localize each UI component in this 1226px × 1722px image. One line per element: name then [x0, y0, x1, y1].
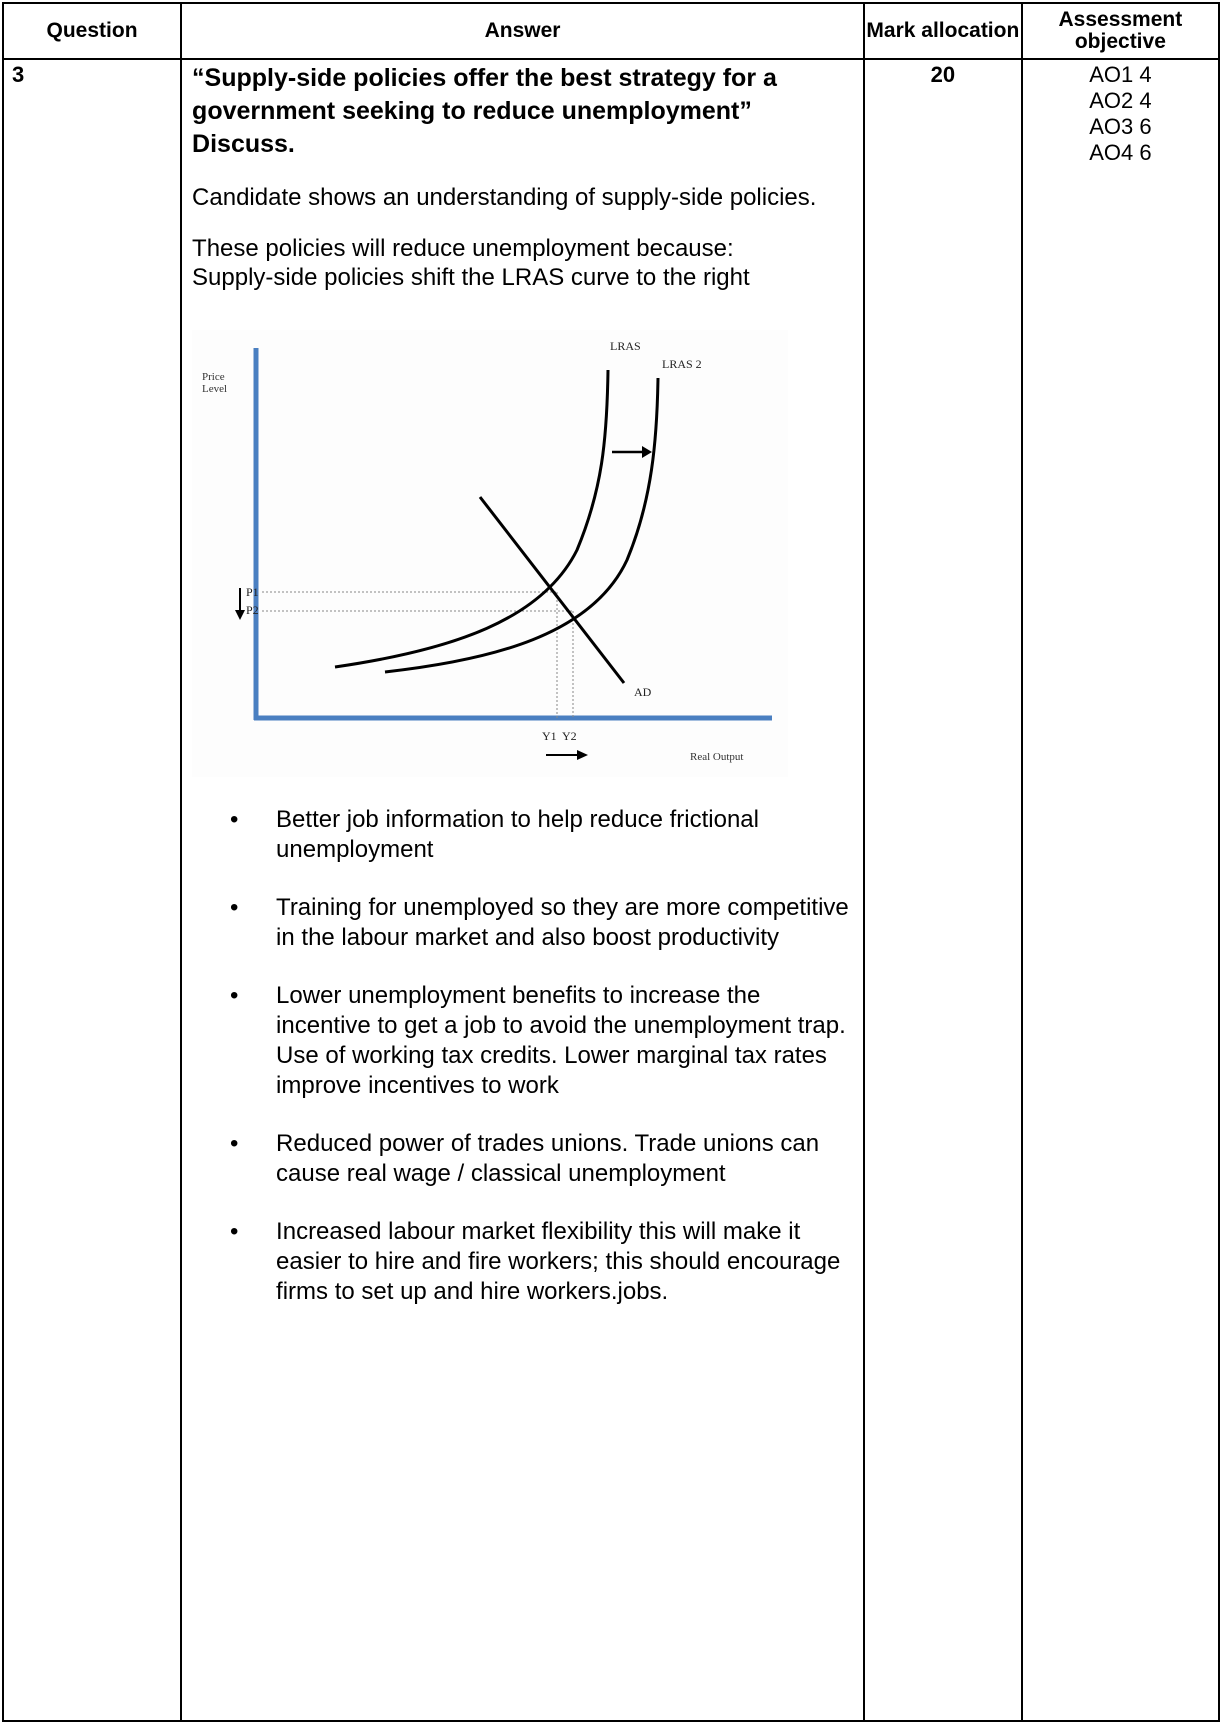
- mark-allocation-value: 20: [862, 58, 1023, 1722]
- y-axis-label-line2: Level: [202, 383, 227, 395]
- bullet-text: Lower unemployment benefits to increase …: [276, 982, 846, 1099]
- bullet-text: Training for unemployed so they are more…: [276, 894, 849, 951]
- bullet-icon: •: [230, 894, 239, 921]
- header-row: Question Answer Mark allocation Assessme…: [1, 2, 1221, 60]
- header-mark-allocation: Mark allocation: [862, 2, 1023, 60]
- lras-diagram: Price Level Real Output: [192, 330, 789, 777]
- ad-line: [478, 496, 626, 684]
- list-item: • Increased labour market flexibility thi…: [192, 1217, 853, 1307]
- p1-label: P1: [246, 585, 259, 599]
- list-item: • Training for unemployed so they are mor…: [192, 893, 853, 953]
- question-number: 3: [1, 58, 183, 1722]
- output-rise-arrowhead: [577, 750, 589, 760]
- lras-diagram-svg: Price Level Real Output: [192, 330, 789, 777]
- y2-label: Y2: [562, 729, 577, 743]
- lras-label: LRAS: [610, 339, 641, 353]
- reason-text: These policies will reduce unemployment …: [192, 235, 734, 262]
- bullet-icon: •: [230, 806, 239, 833]
- list-item: • Better job information to help reduce f…: [192, 805, 853, 865]
- p2-label: P2: [246, 603, 259, 617]
- bullet-text: Better job information to help reduce fr…: [276, 806, 759, 863]
- y-axis-label: Price Level: [202, 371, 227, 395]
- reason-text-2: Supply-side policies shift the LRAS curv…: [192, 264, 750, 291]
- ao-item: AO4 6: [1089, 140, 1152, 165]
- price-fall-arrowhead: [235, 610, 246, 620]
- answer-cell: “Supply-side policies offer the best str…: [180, 58, 865, 1722]
- bullet-icon: •: [230, 1218, 239, 1245]
- lras-shift-arrowhead: [642, 446, 653, 458]
- header-answer: Answer: [180, 2, 865, 60]
- ao-item: AO1 4: [1089, 62, 1152, 87]
- header-assessment-objective: Assessment objective: [1020, 2, 1221, 60]
- x-axis-label: Real Output: [690, 751, 743, 763]
- bullet-text: Increased labour market flexibility this…: [276, 1218, 841, 1305]
- diagram-background: [192, 330, 789, 777]
- header-question: Question: [1, 2, 183, 60]
- intro-text: Candidate shows an understanding of supp…: [192, 184, 817, 211]
- assessment-objectives: AO1 4 AO2 4 AO3 6 AO4 6: [1020, 58, 1221, 1722]
- question-row: 3 “Supply-side policies offer the best s…: [1, 58, 1221, 1722]
- ad-label: AD: [634, 685, 652, 699]
- lras2-curve: [384, 377, 660, 674]
- bullet-icon: •: [230, 1130, 239, 1157]
- bullet-text: Reduced power of trades unions. Trade un…: [276, 1130, 820, 1187]
- list-item: • Reduced power of trades unions. Trade u…: [192, 1129, 853, 1189]
- bullet-icon: •: [230, 982, 239, 1009]
- y1-label: Y1: [542, 729, 557, 743]
- lras-curve: [334, 369, 610, 669]
- ao-item: AO2 4: [1089, 88, 1152, 113]
- policy-bullet-list: • Better job information to help reduce f…: [192, 805, 853, 1307]
- lras2-label: LRAS 2: [662, 357, 702, 371]
- list-item: • Lower unemployment benefits to increase…: [192, 981, 853, 1101]
- ao-item: AO3 6: [1089, 114, 1152, 139]
- y-axis-label-line1: Price: [202, 371, 225, 383]
- question-title: “Supply-side policies offer the best str…: [192, 64, 777, 158]
